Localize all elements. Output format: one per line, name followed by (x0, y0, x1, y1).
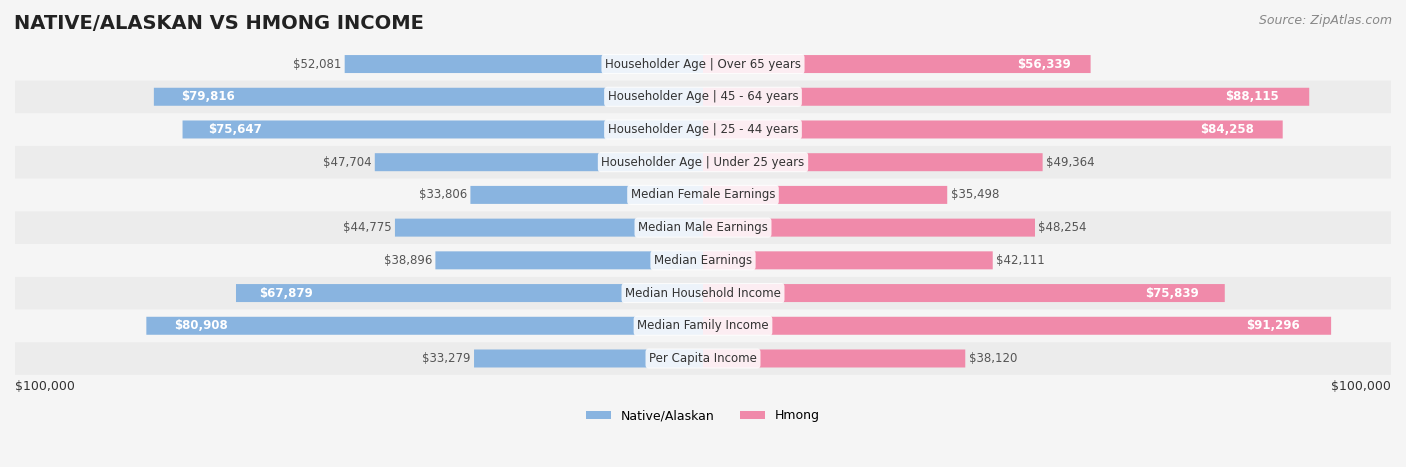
FancyBboxPatch shape (15, 342, 1391, 375)
Text: $48,254: $48,254 (1039, 221, 1087, 234)
FancyBboxPatch shape (15, 244, 1391, 277)
Text: $88,115: $88,115 (1225, 90, 1279, 103)
FancyBboxPatch shape (703, 88, 1309, 106)
FancyBboxPatch shape (703, 317, 1331, 335)
FancyBboxPatch shape (375, 153, 703, 171)
Text: $42,111: $42,111 (997, 254, 1045, 267)
Text: Median Household Income: Median Household Income (626, 287, 780, 299)
Text: $100,000: $100,000 (1331, 380, 1391, 393)
Text: $79,816: $79,816 (181, 90, 235, 103)
FancyBboxPatch shape (344, 55, 703, 73)
Text: Median Earnings: Median Earnings (654, 254, 752, 267)
FancyBboxPatch shape (15, 310, 1391, 342)
Text: Median Family Income: Median Family Income (637, 319, 769, 333)
FancyBboxPatch shape (153, 88, 703, 106)
Text: $33,806: $33,806 (419, 188, 467, 201)
FancyBboxPatch shape (146, 317, 703, 335)
FancyBboxPatch shape (236, 284, 703, 302)
FancyBboxPatch shape (15, 113, 1391, 146)
Text: $91,296: $91,296 (1246, 319, 1299, 333)
Text: $38,896: $38,896 (384, 254, 432, 267)
Text: Median Male Earnings: Median Male Earnings (638, 221, 768, 234)
Text: $49,364: $49,364 (1046, 156, 1095, 169)
FancyBboxPatch shape (15, 211, 1391, 244)
FancyBboxPatch shape (703, 219, 1035, 237)
FancyBboxPatch shape (703, 284, 1225, 302)
Text: $35,498: $35,498 (950, 188, 1000, 201)
Legend: Native/Alaskan, Hmong: Native/Alaskan, Hmong (581, 404, 825, 427)
FancyBboxPatch shape (703, 153, 1043, 171)
FancyBboxPatch shape (15, 48, 1391, 80)
Text: Source: ZipAtlas.com: Source: ZipAtlas.com (1258, 14, 1392, 27)
Text: $67,879: $67,879 (259, 287, 314, 299)
Text: $47,704: $47,704 (323, 156, 371, 169)
Text: $75,839: $75,839 (1144, 287, 1199, 299)
Text: Per Capita Income: Per Capita Income (650, 352, 756, 365)
FancyBboxPatch shape (15, 178, 1391, 211)
FancyBboxPatch shape (703, 251, 993, 269)
FancyBboxPatch shape (471, 186, 703, 204)
FancyBboxPatch shape (474, 349, 703, 368)
FancyBboxPatch shape (703, 186, 948, 204)
FancyBboxPatch shape (395, 219, 703, 237)
FancyBboxPatch shape (15, 277, 1391, 310)
Text: Householder Age | 25 - 44 years: Householder Age | 25 - 44 years (607, 123, 799, 136)
FancyBboxPatch shape (183, 120, 703, 139)
Text: $38,120: $38,120 (969, 352, 1017, 365)
Text: $33,279: $33,279 (422, 352, 471, 365)
FancyBboxPatch shape (436, 251, 703, 269)
FancyBboxPatch shape (15, 80, 1391, 113)
Text: $44,775: $44,775 (343, 221, 391, 234)
Text: Householder Age | Over 65 years: Householder Age | Over 65 years (605, 57, 801, 71)
Text: $84,258: $84,258 (1199, 123, 1254, 136)
Text: $56,339: $56,339 (1018, 57, 1071, 71)
Text: $80,908: $80,908 (174, 319, 228, 333)
Text: Householder Age | 45 - 64 years: Householder Age | 45 - 64 years (607, 90, 799, 103)
Text: $100,000: $100,000 (15, 380, 75, 393)
FancyBboxPatch shape (703, 349, 966, 368)
Text: $52,081: $52,081 (292, 57, 342, 71)
FancyBboxPatch shape (15, 146, 1391, 178)
Text: NATIVE/ALASKAN VS HMONG INCOME: NATIVE/ALASKAN VS HMONG INCOME (14, 14, 425, 33)
Text: Median Female Earnings: Median Female Earnings (631, 188, 775, 201)
Text: Householder Age | Under 25 years: Householder Age | Under 25 years (602, 156, 804, 169)
FancyBboxPatch shape (703, 120, 1282, 139)
Text: $75,647: $75,647 (208, 123, 263, 136)
FancyBboxPatch shape (703, 55, 1091, 73)
